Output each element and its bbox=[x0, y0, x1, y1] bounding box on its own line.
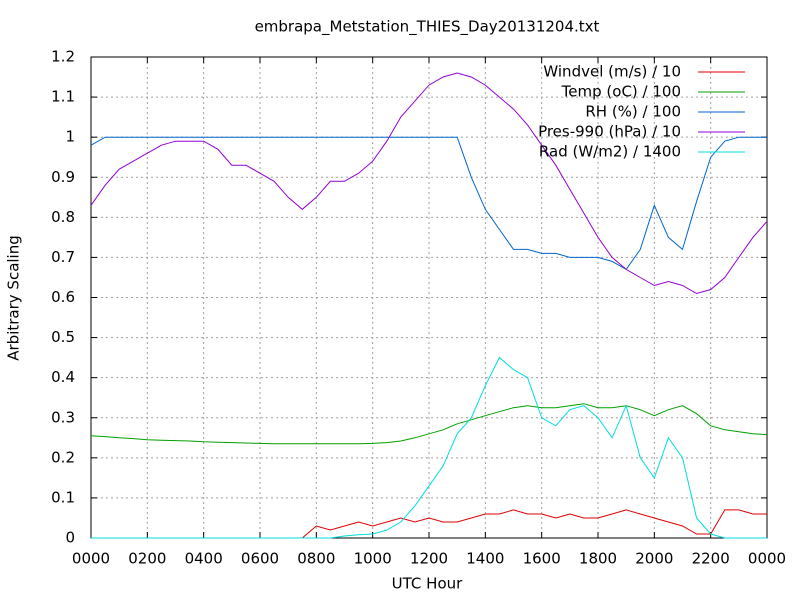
legend-label: Temp (oC) / 100 bbox=[561, 83, 681, 101]
x-tick-label: 2200 bbox=[692, 550, 730, 568]
x-tick-label: 2000 bbox=[635, 550, 673, 568]
x-tick-label: 0800 bbox=[297, 550, 335, 568]
x-tick-label: 1200 bbox=[410, 550, 448, 568]
legend-label: Windvel (m/s) / 10 bbox=[543, 63, 681, 81]
x-tick-label: 1000 bbox=[354, 550, 392, 568]
y-tick-label: 0.2 bbox=[51, 448, 75, 466]
y-tick-label: 0.6 bbox=[51, 288, 75, 306]
series-line bbox=[90, 72, 768, 295]
y-tick-label: 0.9 bbox=[51, 168, 75, 186]
y-tick-label: 0 bbox=[65, 529, 75, 547]
series-line bbox=[90, 403, 768, 445]
x-tick-label: 1600 bbox=[523, 550, 561, 568]
legend-label: Rad (W/m2) / 1400 bbox=[539, 143, 681, 161]
y-tick-label: 0.8 bbox=[51, 208, 75, 226]
y-axis-label: Arbitrary Scaling bbox=[5, 235, 23, 361]
series-line bbox=[91, 356, 767, 539]
y-tick-label: 0.4 bbox=[51, 368, 75, 386]
x-axis-label: UTC Hour bbox=[392, 575, 463, 593]
chart-title: embrapa_Metstation_THIES_Day20131204.txt bbox=[255, 18, 600, 37]
x-tick-label: 0200 bbox=[128, 550, 166, 568]
legend-label: RH (%) / 100 bbox=[585, 103, 681, 121]
x-tick-label: 1400 bbox=[466, 550, 504, 568]
x-tick-label: 0600 bbox=[241, 550, 279, 568]
x-tick-label: 0400 bbox=[185, 550, 223, 568]
y-tick-label: 1.2 bbox=[51, 48, 75, 66]
y-tick-label: 0.3 bbox=[51, 408, 75, 426]
y-tick-label: 0.5 bbox=[51, 328, 75, 346]
y-tick-label: 1 bbox=[65, 128, 75, 146]
y-tick-label: 0.1 bbox=[51, 488, 75, 506]
x-tick-label: 1800 bbox=[579, 550, 617, 568]
legend-label: Pres-990 (hPa) / 10 bbox=[538, 123, 681, 141]
x-tick-label: 0000 bbox=[72, 550, 110, 568]
y-tick-label: 0.7 bbox=[51, 248, 75, 266]
y-tick-label: 1.1 bbox=[51, 88, 75, 106]
series-line bbox=[90, 136, 767, 271]
plot-frame bbox=[90, 56, 768, 539]
x-tick-label: 0000 bbox=[748, 550, 786, 568]
